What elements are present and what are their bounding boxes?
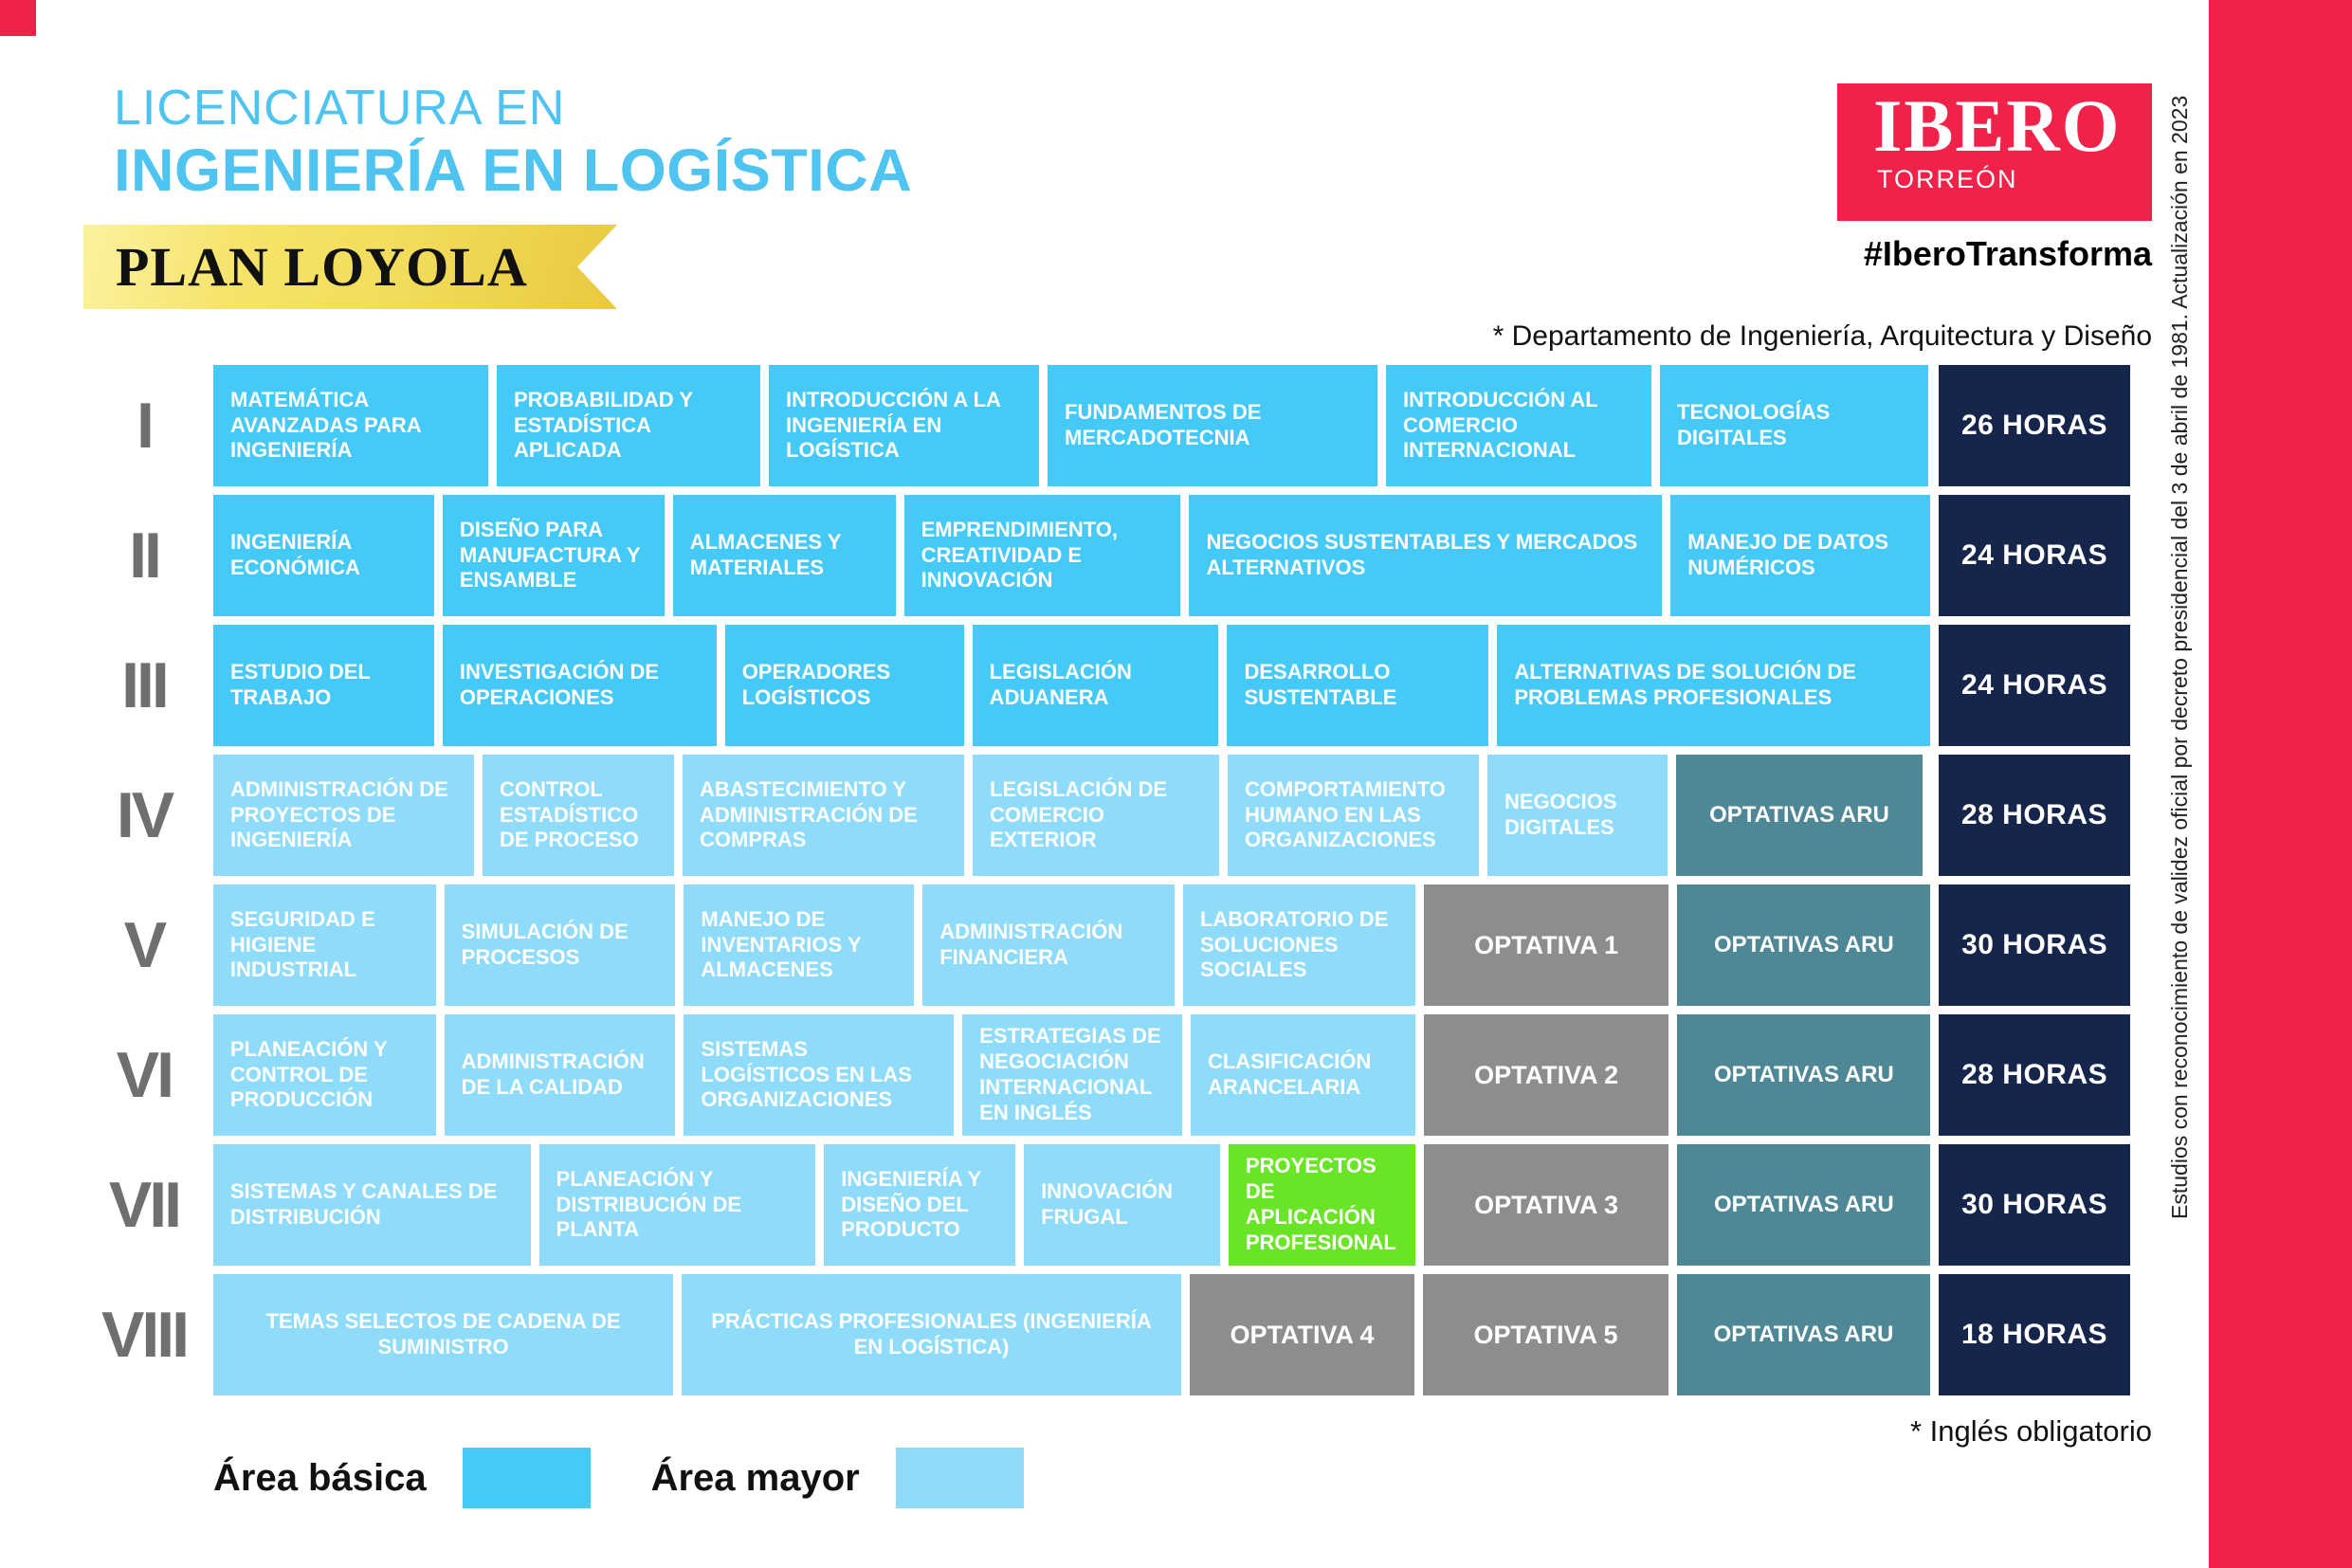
optativa-block: OPTATIVA 1 <box>1423 884 1669 1006</box>
english-required-note: * Inglés obligatorio <box>1909 1414 2152 1448</box>
optativa-block: OPTATIVA 5 <box>1423 1274 1668 1395</box>
hours-badge: 28 HORAS <box>1939 1014 2130 1136</box>
hours-badge: 24 HORAS <box>1939 625 2130 746</box>
course-block: MANEJO DE INVENTARIOS Y ALMACENES <box>684 884 915 1006</box>
hours-badge: 24 HORAS <box>1939 495 2130 616</box>
course-block: ADMINISTRACIÓN DE PROYECTOS DE INGENIERÍ… <box>213 755 474 876</box>
course-block: DISEÑO PARA MANUFACTURA Y ENSAMBLE <box>442 495 665 616</box>
semester-numeral: IV <box>116 779 174 851</box>
ibero-hashtag: #IberoTransforma <box>1863 234 2152 273</box>
aru-optional-block: OPTATIVAS ARU <box>1677 1274 1930 1395</box>
course-block: NEGOCIOS DIGITALES <box>1487 755 1668 876</box>
course-block: NEGOCIOS SUSTENTABLES Y MERCADOS ALTERNA… <box>1189 495 1663 616</box>
course-block: MANEJO DE DATOS NUMÉRICOS <box>1670 495 1931 616</box>
official-validity-note: Estudios con reconocimiento de validez o… <box>2167 95 2192 1219</box>
course-block: ABASTECIMIENTO Y ADMINISTRACIÓN DE COMPR… <box>683 755 964 876</box>
right-red-band <box>2209 0 2352 1568</box>
course-block: COMPORTAMIENTO HUMANO EN LAS ORGANIZACIO… <box>1228 755 1479 876</box>
corner-accent-square <box>0 0 36 36</box>
semester-row: VII SISTEMAS Y CANALES DE DISTRIBUCIÓN PLA… <box>83 1144 2130 1266</box>
course-block: PLANEACIÓN Y CONTROL DE PRODUCCIÓN <box>212 1014 436 1136</box>
professional-application-block: PROYECTOS DE APLICACIÓN PROFESIONAL <box>1228 1144 1415 1266</box>
course-block: ESTRATEGIAS DE NEGOCIACIÓN INTERNACIONAL… <box>962 1014 1182 1136</box>
course-block: INTRODUCCIÓN AL COMERCIO INTERNACIONAL <box>1386 365 1651 486</box>
hours-badge: 30 HORAS <box>1939 884 2130 1006</box>
course-block: SIMULACIÓN DE PROCESOS <box>444 884 676 1006</box>
course-block: ALTERNATIVAS DE SOLUCIÓN DE PROBLEMAS PR… <box>1497 625 1931 746</box>
optativa-block: OPTATIVA 4 <box>1190 1274 1414 1395</box>
semester-row: III ESTUDIO DEL TRABAJO INVESTIGACIÓN DE O… <box>83 625 2130 746</box>
course-block: TECNOLOGÍAS DIGITALES <box>1660 365 1928 486</box>
course-block: PROBABILIDAD Y ESTADÍSTICA APLICADA <box>497 365 760 486</box>
semester-row: V SEGURIDAD E HIGIENE INDUSTRIAL SIMULACIÓ… <box>83 884 2130 1006</box>
course-block: CLASIFICACIÓN ARANCELARIA <box>1190 1014 1415 1136</box>
hours-badge: 30 HORAS <box>1939 1144 2130 1266</box>
semester-numeral: III <box>121 649 170 721</box>
major-area-label: Área mayor <box>650 1456 860 1499</box>
department-note: * Departamento de Ingeniería, Arquitectu… <box>1492 320 2152 352</box>
semester-numeral: VI <box>116 1039 174 1111</box>
semester-row: IV ADMINISTRACIÓN DE PROYECTOS DE INGENIE… <box>83 755 2130 876</box>
course-block: INTRODUCCIÓN A LA INGENIERÍA EN LOGÍSTIC… <box>769 365 1039 486</box>
course-block: MATEMÁTICA AVANZADAS PARA INGENIERÍA <box>213 365 488 486</box>
course-block: SEGURIDAD E HIGIENE INDUSTRIAL <box>212 884 436 1006</box>
semester-row: I MATEMÁTICA AVANZADAS PARA INGENIERÍA PRO… <box>83 365 2130 486</box>
semester-numeral: V <box>123 909 167 981</box>
course-block: ADMINISTRACIÓN DE LA CALIDAD <box>444 1014 676 1136</box>
semester-row: II INGENIERÍA ECONÓMICA DISEÑO PARA MANUFA… <box>83 495 2130 616</box>
ibero-logo-name: IBERO <box>1873 84 2122 167</box>
basic-area-swatch <box>462 1448 591 1508</box>
aru-optional-block: OPTATIVAS ARU <box>1677 1014 1931 1136</box>
course-block: LEGISLACIÓN ADUANERA <box>972 625 1219 746</box>
course-block: PRÁCTICAS PROFESIONALES (INGENIERÍA EN L… <box>682 1274 1181 1395</box>
hours-badge: 28 HORAS <box>1939 755 2130 876</box>
course-block: FUNDAMENTOS DE MERCADOTECNIA <box>1048 365 1377 486</box>
hours-badge: 18 HORAS <box>1939 1274 2130 1395</box>
course-block: OPERADORES LOGÍSTICOS <box>724 625 964 746</box>
course-block: LABORATORIO DE SOLUCIONES SOCIALES <box>1182 884 1415 1006</box>
course-block: SISTEMAS Y CANALES DE DISTRIBUCIÓN <box>212 1144 531 1266</box>
semester-numeral: VIII <box>100 1299 190 1371</box>
course-block: TEMAS SELECTOS DE CADENA DE SUMINISTRO <box>213 1274 673 1395</box>
course-block: ESTUDIO DEL TRABAJO <box>212 625 434 746</box>
optativa-block: OPTATIVA 2 <box>1423 1014 1669 1136</box>
major-area-swatch <box>895 1448 1024 1508</box>
course-block: INNOVACIÓN FRUGAL <box>1024 1144 1220 1266</box>
semester-numeral: I <box>137 390 155 462</box>
course-block: INGENIERÍA Y DISEÑO DEL PRODUCTO <box>824 1144 1016 1266</box>
course-block: ADMINISTRACIÓN FINANCIERA <box>922 884 1175 1006</box>
ibero-logo-campus: TORREÓN <box>1877 165 2018 193</box>
optativa-block: OPTATIVA 3 <box>1423 1144 1669 1266</box>
semester-numeral: VII <box>108 1169 182 1241</box>
course-block: DESARROLLO SUSTENTABLE <box>1227 625 1489 746</box>
basic-area-label: Área básica <box>213 1456 427 1499</box>
degree-title-line1: LICENCIATURA EN <box>114 81 566 136</box>
course-block: SISTEMAS LOGÍSTICOS EN LAS ORGANIZACIONE… <box>684 1014 955 1136</box>
course-block: INVESTIGACIÓN DE OPERACIONES <box>442 625 717 746</box>
course-block: INGENIERÍA ECONÓMICA <box>212 495 434 616</box>
semester-numeral: II <box>129 520 162 592</box>
aru-optional-block: OPTATIVAS ARU <box>1676 755 1923 876</box>
semester-grid: I MATEMÁTICA AVANZADAS PARA INGENIERÍA PRO… <box>83 365 2130 1404</box>
ibero-logo: IBERO TORREÓN <box>1837 83 2152 221</box>
area-legend: Área básica Área mayor <box>213 1448 1024 1508</box>
semester-row: VIII TEMAS SELECTOS DE CADENA DE SUMINIST… <box>83 1274 2130 1395</box>
course-block: PLANEACIÓN Y DISTRIBUCIÓN DE PLANTA <box>538 1144 816 1266</box>
course-block: EMPRENDIMIENTO, CREATIVIDAD E INNOVACIÓN <box>903 495 1181 616</box>
course-block: LEGISLACIÓN DE COMERCIO EXTERIOR <box>973 755 1219 876</box>
hours-badge: 26 HORAS <box>1939 365 2130 486</box>
course-block: CONTROL ESTADÍSTICO DE PROCESO <box>483 755 674 876</box>
aru-optional-block: OPTATIVAS ARU <box>1677 1144 1931 1266</box>
course-block: ALMACENES Y MATERIALES <box>672 495 896 616</box>
aru-optional-block: OPTATIVAS ARU <box>1677 884 1931 1006</box>
semester-row: VI PLANEACIÓN Y CONTROL DE PRODUCCIÓN ADMI… <box>83 1014 2130 1136</box>
plan-loyola-ribbon: PLAN LOYOLA <box>83 225 617 309</box>
degree-title-line2: INGENIERÍA EN LOGÍSTICA <box>114 137 913 204</box>
